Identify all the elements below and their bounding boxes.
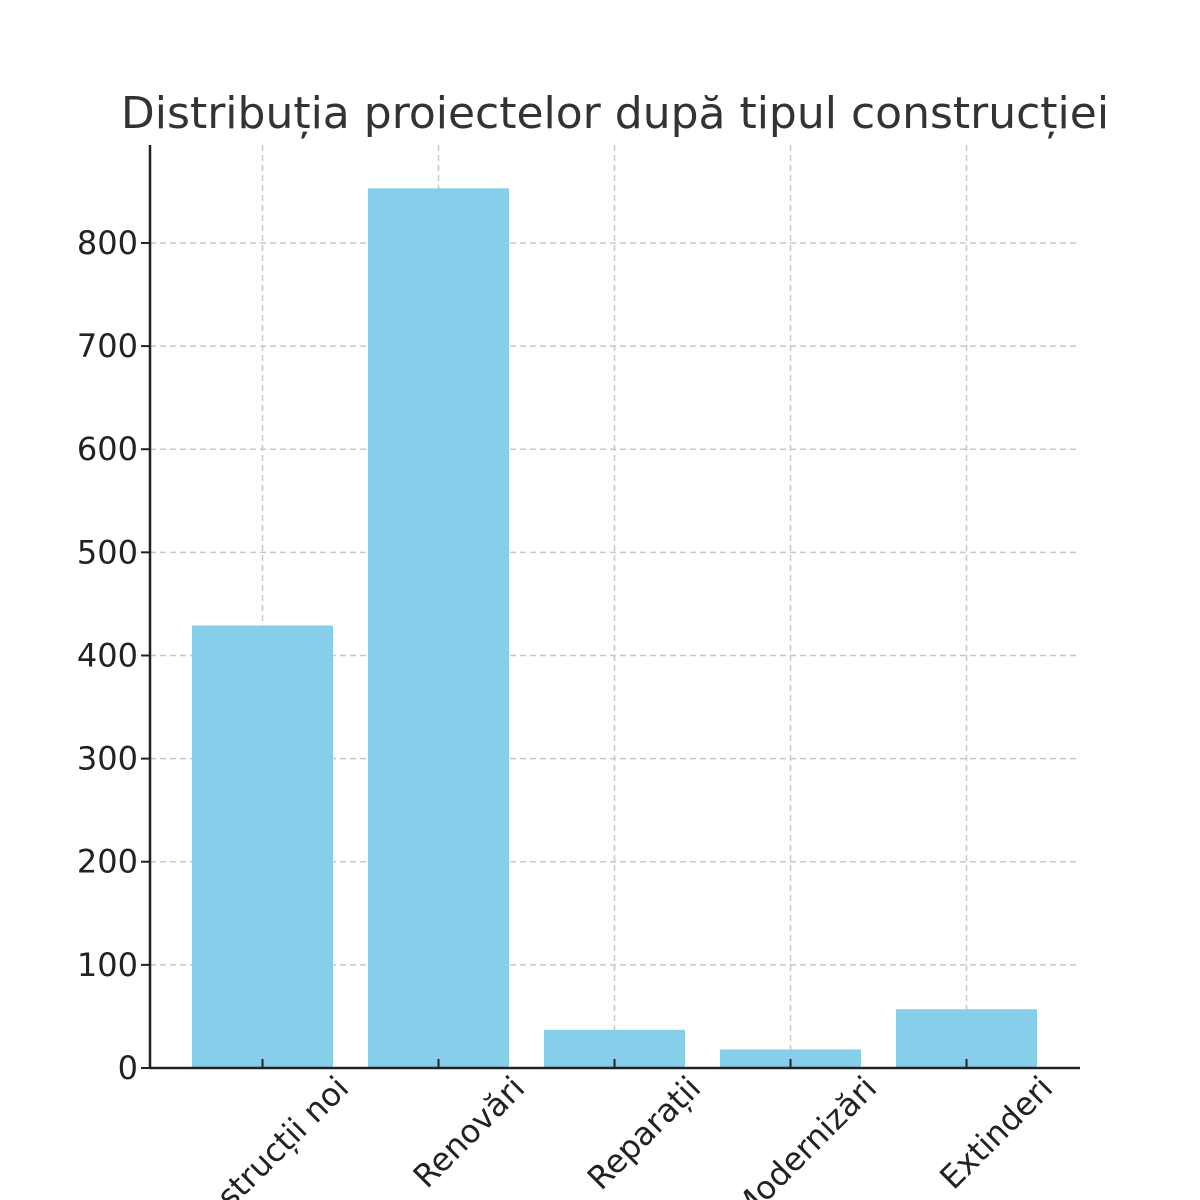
- x-tick-label: Construcții noi: [165, 1069, 356, 1200]
- x-axis-ticks: Construcții noi Renovări Reparații Moderniz…: [165, 1059, 1060, 1200]
- y-tick-label: 700: [77, 327, 138, 365]
- y-tick-label: 600: [77, 430, 138, 468]
- y-tick-label: 300: [77, 740, 138, 778]
- y-tick-label: 800: [77, 224, 138, 262]
- y-tick-label: 200: [77, 843, 138, 881]
- y-tick-label: 100: [77, 946, 138, 984]
- x-tick-label: Modernizări: [725, 1069, 884, 1200]
- bar: [368, 188, 509, 1068]
- bar: [720, 1049, 861, 1068]
- x-tick-label: Renovări: [406, 1069, 533, 1196]
- y-tick-label: 0: [118, 1049, 138, 1087]
- x-tick-label: Extinderi: [932, 1069, 1060, 1197]
- bars: [192, 188, 1037, 1068]
- chart-title: Distribuția proiectelor după tipul const…: [121, 88, 1109, 139]
- y-tick-label: 400: [77, 636, 138, 674]
- bar: [192, 625, 333, 1068]
- y-axis-ticks: 0 100 200 300 400 500 600 700 800: [77, 224, 150, 1087]
- bar: [896, 1009, 1037, 1068]
- y-tick-label: 500: [77, 533, 138, 571]
- x-tick-label: Reparații: [580, 1069, 708, 1197]
